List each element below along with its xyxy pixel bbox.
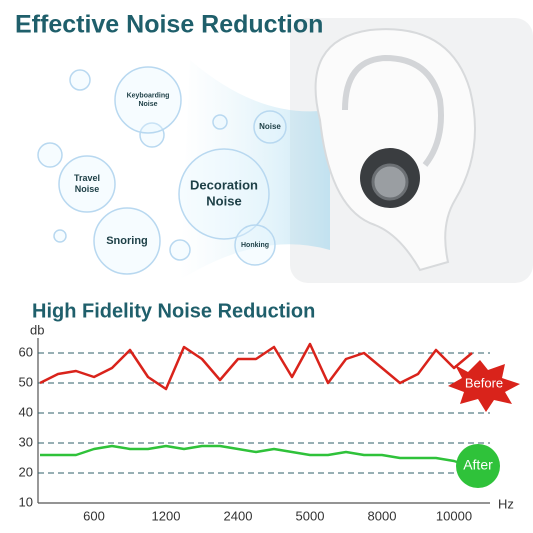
chart-title: High Fidelity Noise Reduction <box>32 300 315 322</box>
bubble <box>212 114 228 130</box>
series-line <box>39 342 473 391</box>
bubble <box>253 110 287 144</box>
y-tick-label: 50 <box>19 374 33 389</box>
bubble-label: Snoring <box>106 235 148 247</box>
bubble <box>58 155 116 213</box>
ear-fold <box>342 54 444 167</box>
series-line <box>40 444 473 469</box>
series-label: Before <box>465 375 503 390</box>
bubble-label: Noise <box>259 122 281 131</box>
y-tick-label: 60 <box>19 344 33 359</box>
bubble <box>53 229 67 243</box>
y-tick-label: 10 <box>19 494 33 509</box>
x-tick-label: 8000 <box>368 508 397 523</box>
chart: 10 20 30 40 50 60 600 1200 2400 5000 8000 10000 <box>19 342 490 523</box>
bubble-label: Travel <box>74 173 100 183</box>
bubble <box>114 66 182 134</box>
x-tick-label: 1200 <box>152 508 181 523</box>
bubble <box>234 224 276 266</box>
bubble-label: Noise <box>206 194 241 209</box>
bubble-label: Noise <box>138 101 157 108</box>
y-tick-label: 30 <box>19 434 33 449</box>
bubble <box>37 142 63 168</box>
x-tick-label: 600 <box>83 508 105 523</box>
y-tick-label: 40 <box>19 404 33 419</box>
bubble-label: Honking <box>241 242 269 249</box>
earbud-tip <box>371 163 409 201</box>
series-label: After <box>463 457 493 473</box>
bubble-label: Keyboarding <box>127 92 170 99</box>
bubble <box>69 69 91 91</box>
bubble <box>178 148 270 240</box>
x-tick-label: 2400 <box>224 508 253 523</box>
bubble <box>169 239 191 261</box>
bubble <box>139 122 165 148</box>
before-badge <box>448 360 520 412</box>
after-badge <box>456 444 500 488</box>
x-tick-label: 10000 <box>436 508 472 523</box>
page-title: Effective Noise Reduction <box>15 11 323 39</box>
bubble <box>93 207 161 275</box>
x-tick-label: 5000 <box>296 508 325 523</box>
y-axis-label: db <box>30 322 44 337</box>
y-tick-label: 20 <box>19 464 33 479</box>
bubble-label: Noise <box>75 184 100 194</box>
bubble-label: Decoration <box>190 177 258 192</box>
x-axis-label: Hz <box>498 496 514 511</box>
